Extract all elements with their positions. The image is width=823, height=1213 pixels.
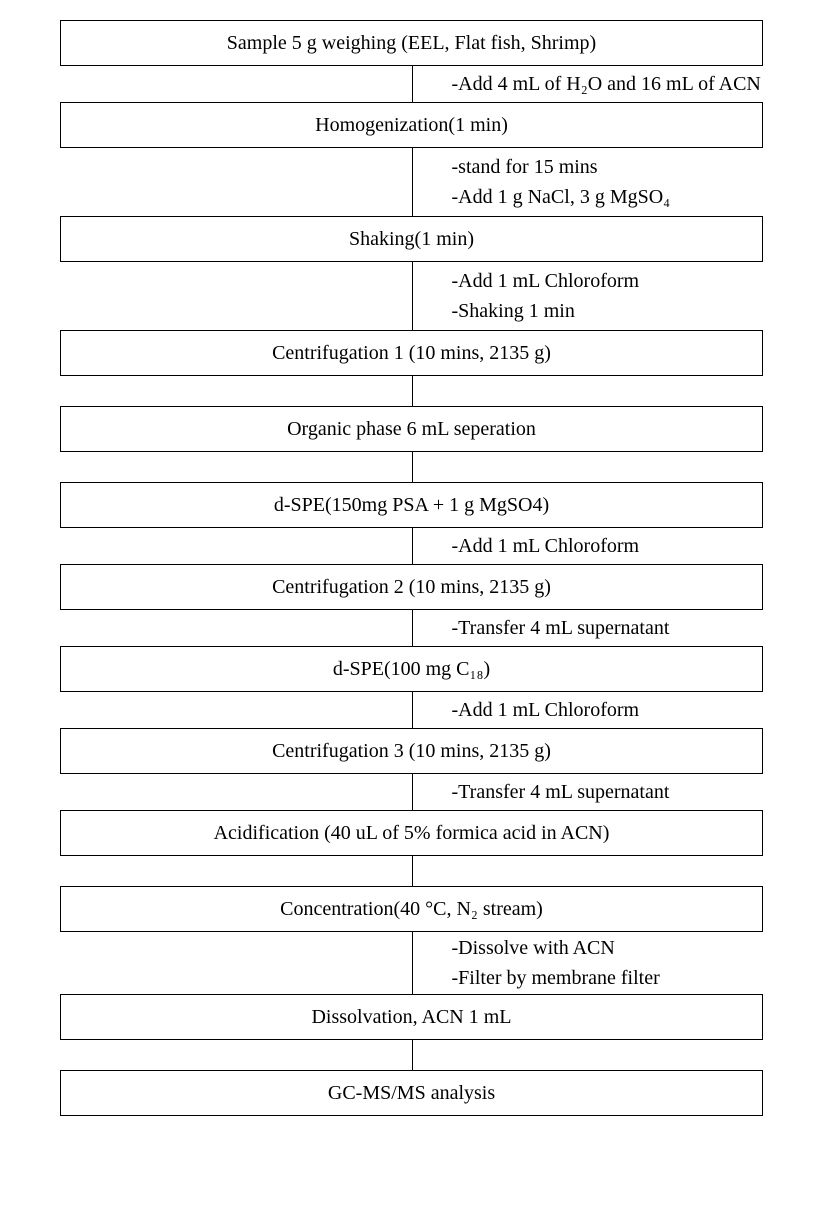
flow-connector: -Transfer 4 mL supernatant [60,774,763,810]
flow-connector: -Add 1 mL Chloroform-Shaking 1 min [60,262,763,330]
annotation-line: -Add 1 mL Chloroform [452,695,640,725]
flowchart-container: Sample 5 g weighing (EEL, Flat fish, Shr… [60,20,763,1116]
flow-connector: -stand for 15 mins-Add 1 g NaCl, 3 g MgS… [60,148,763,216]
connector-annotation: -stand for 15 mins-Add 1 g NaCl, 3 g MgS… [412,152,671,212]
flow-connector: -Transfer 4 mL supernatant [60,610,763,646]
flow-step-box: Sample 5 g weighing (EEL, Flat fish, Shr… [60,20,763,66]
connector-line [412,1040,413,1070]
flow-step-box: d-SPE(150mg PSA + 1 g MgSO4) [60,482,763,528]
connector-annotation: -Add 4 mL of H₂O and 16 mL of ACN [412,69,761,99]
flow-connector [60,452,763,482]
annotation-line: -Shaking 1 min [452,296,640,326]
connector-line [412,376,413,406]
annotation-line: -Add 1 mL Chloroform [452,266,640,296]
flow-connector [60,1040,763,1070]
connector-annotation: -Dissolve with ACN-Filter by membrane fi… [412,933,660,993]
flow-step-box: Centrifugation 2 (10 mins, 2135 g) [60,564,763,610]
connector-annotation: -Transfer 4 mL supernatant [412,777,670,807]
flow-step-box: d-SPE(100 mg C₁₈) [60,646,763,692]
connector-line [412,452,413,482]
flow-connector: -Dissolve with ACN-Filter by membrane fi… [60,932,763,994]
annotation-line: -Add 1 g NaCl, 3 g MgSO₄ [452,182,671,212]
flow-step-box: Centrifugation 1 (10 mins, 2135 g) [60,330,763,376]
annotation-line: -Transfer 4 mL supernatant [452,777,670,807]
flow-step-box: Organic phase 6 mL seperation [60,406,763,452]
annotation-line: -Transfer 4 mL supernatant [452,613,670,643]
annotation-line: -Filter by membrane filter [452,963,660,993]
connector-annotation: -Add 1 mL Chloroform [412,531,640,561]
flow-connector: -Add 1 mL Chloroform [60,528,763,564]
flow-step-box: Shaking(1 min) [60,216,763,262]
flow-connector: -Add 4 mL of H₂O and 16 mL of ACN [60,66,763,102]
connector-line [412,856,413,886]
flow-step-box: Centrifugation 3 (10 mins, 2135 g) [60,728,763,774]
flow-connector [60,376,763,406]
annotation-line: -stand for 15 mins [452,152,671,182]
flow-step-box: Acidification (40 uL of 5% formica acid … [60,810,763,856]
flow-connector [60,856,763,886]
flow-step-box: Homogenization(1 min) [60,102,763,148]
annotation-line: -Dissolve with ACN [452,933,660,963]
flow-connector: -Add 1 mL Chloroform [60,692,763,728]
connector-annotation: -Transfer 4 mL supernatant [412,613,670,643]
connector-annotation: -Add 1 mL Chloroform [412,695,640,725]
annotation-line: -Add 1 mL Chloroform [452,531,640,561]
flow-step-box: GC-MS/MS analysis [60,1070,763,1116]
flow-step-box: Concentration(40 °C, N₂ stream) [60,886,763,932]
annotation-line: -Add 4 mL of H₂O and 16 mL of ACN [452,69,761,99]
flow-step-box: Dissolvation, ACN 1 mL [60,994,763,1040]
connector-annotation: -Add 1 mL Chloroform-Shaking 1 min [412,266,640,326]
